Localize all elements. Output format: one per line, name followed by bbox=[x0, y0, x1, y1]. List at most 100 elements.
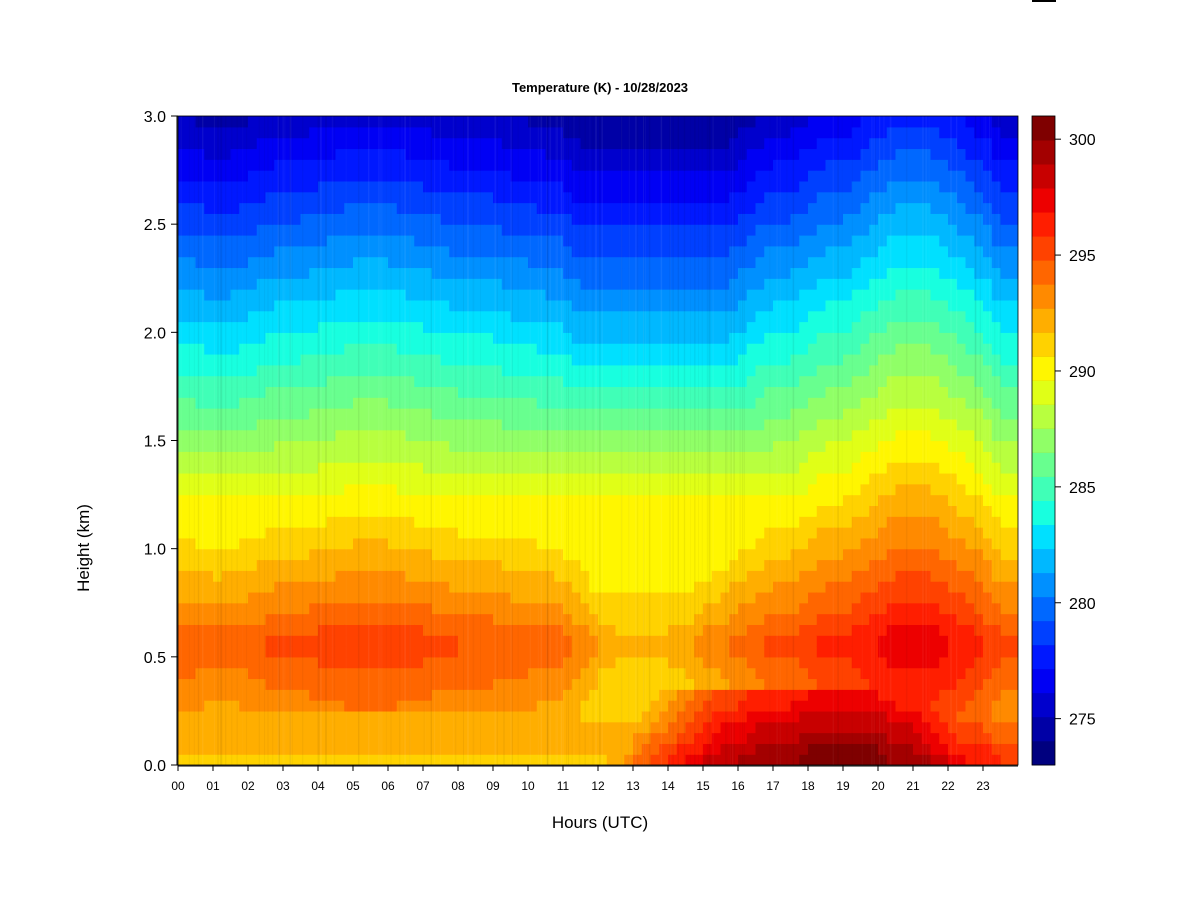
heatmap-cell bbox=[668, 126, 678, 139]
heatmap-cell bbox=[624, 440, 634, 452]
heatmap-cell bbox=[703, 537, 713, 550]
heatmap-cell bbox=[528, 635, 538, 647]
heatmap-cell bbox=[519, 148, 529, 160]
heatmap-cell bbox=[668, 494, 678, 506]
heatmap-cell bbox=[878, 429, 888, 442]
heatmap-cell bbox=[851, 353, 862, 366]
heatmap-cell bbox=[773, 721, 783, 734]
heatmap-cell bbox=[668, 343, 678, 355]
heatmap-cell bbox=[615, 234, 625, 247]
heatmap-cell bbox=[773, 581, 783, 593]
heatmap-cell bbox=[484, 548, 494, 561]
heatmap-cell bbox=[466, 527, 477, 539]
heatmap-cell bbox=[265, 516, 275, 528]
heatmap-cell bbox=[458, 635, 468, 647]
heatmap-cell bbox=[711, 494, 722, 506]
heatmap-cell bbox=[781, 635, 792, 647]
heatmap-cell bbox=[589, 429, 599, 442]
heatmap-cell bbox=[484, 602, 494, 615]
heatmap-cell bbox=[248, 429, 258, 442]
heatmap-cell bbox=[633, 289, 643, 301]
heatmap-cell bbox=[843, 635, 853, 647]
heatmap-cell bbox=[423, 754, 433, 765]
heatmap-cell bbox=[571, 245, 582, 258]
heatmap-cell bbox=[799, 505, 809, 517]
heatmap-cell bbox=[834, 418, 844, 431]
heatmap-cell bbox=[720, 353, 730, 366]
heatmap-cell bbox=[344, 397, 354, 409]
heatmap-cell bbox=[186, 321, 197, 333]
heatmap-cell bbox=[808, 202, 818, 214]
heatmap-cell bbox=[878, 202, 888, 214]
heatmap-cell bbox=[475, 537, 485, 550]
heatmap-cell bbox=[580, 180, 590, 193]
heatmap-cell bbox=[580, 386, 590, 398]
heatmap-cell bbox=[536, 689, 547, 701]
heatmap-cell bbox=[414, 245, 424, 258]
heatmap-cell bbox=[396, 624, 407, 636]
heatmap-cell bbox=[204, 602, 214, 615]
heatmap-cell bbox=[405, 721, 415, 734]
heatmap-cell bbox=[606, 245, 617, 258]
heatmap-cell bbox=[536, 624, 547, 636]
heatmap-cell bbox=[396, 440, 407, 452]
heatmap-cell bbox=[633, 516, 643, 528]
heatmap-cell bbox=[178, 732, 188, 744]
heatmap-cell bbox=[694, 451, 704, 463]
heatmap-cell bbox=[388, 116, 398, 117]
heatmap-cell bbox=[195, 656, 205, 669]
heatmap-cell bbox=[475, 180, 485, 193]
heatmap-cell bbox=[291, 126, 302, 139]
heatmap-cell bbox=[423, 635, 433, 647]
heatmap-cell bbox=[720, 429, 730, 442]
heatmap-cell bbox=[571, 472, 582, 485]
heatmap-cell bbox=[221, 397, 232, 409]
heatmap-cell bbox=[668, 613, 678, 625]
heatmap-cell bbox=[379, 364, 389, 377]
heatmap-cell bbox=[668, 202, 678, 214]
heatmap-cell bbox=[878, 180, 888, 193]
heatmap-cell bbox=[230, 332, 240, 344]
heatmap-cell bbox=[711, 148, 722, 160]
heatmap-cell bbox=[633, 656, 643, 669]
heatmap-cell bbox=[685, 656, 695, 669]
heatmap-cell bbox=[843, 646, 853, 658]
heatmap-cell bbox=[318, 516, 328, 528]
heatmap-cell bbox=[309, 289, 319, 301]
heatmap-cell bbox=[353, 116, 363, 128]
heatmap-cell bbox=[475, 418, 485, 431]
heatmap-cell bbox=[851, 656, 862, 669]
heatmap-cell bbox=[309, 180, 319, 193]
heatmap-cell bbox=[545, 440, 555, 452]
heatmap-cell bbox=[685, 408, 695, 420]
heatmap-cell bbox=[353, 332, 363, 344]
heatmap-cell bbox=[221, 570, 232, 582]
heatmap-cell bbox=[536, 732, 547, 744]
heatmap-cell bbox=[318, 548, 328, 561]
heatmap-cell bbox=[606, 527, 617, 539]
heatmap-cell bbox=[405, 656, 415, 669]
heatmap-cell bbox=[676, 180, 687, 193]
heatmap-cell bbox=[326, 721, 337, 734]
heatmap-cell bbox=[213, 267, 223, 279]
heatmap-cell bbox=[493, 667, 503, 680]
heatmap-cell bbox=[589, 689, 599, 701]
heatmap-cell bbox=[808, 397, 818, 409]
heatmap-cell bbox=[458, 159, 468, 171]
heatmap-cell bbox=[388, 591, 398, 604]
heatmap-cell bbox=[641, 343, 652, 355]
heatmap-cell bbox=[493, 353, 503, 366]
heatmap-cell bbox=[414, 570, 424, 582]
heatmap-cell bbox=[178, 743, 188, 755]
heatmap-cell bbox=[598, 624, 608, 636]
heatmap-cell bbox=[361, 310, 372, 323]
heatmap-cell bbox=[825, 440, 835, 452]
heatmap-cell bbox=[764, 505, 774, 517]
heatmap-cell bbox=[379, 591, 389, 604]
heatmap-cell bbox=[519, 180, 529, 193]
heatmap-cell bbox=[580, 332, 590, 344]
heatmap-cell bbox=[694, 191, 704, 204]
heatmap-cell bbox=[703, 581, 713, 593]
heatmap-cell bbox=[580, 754, 590, 765]
heatmap-cell bbox=[598, 116, 608, 117]
